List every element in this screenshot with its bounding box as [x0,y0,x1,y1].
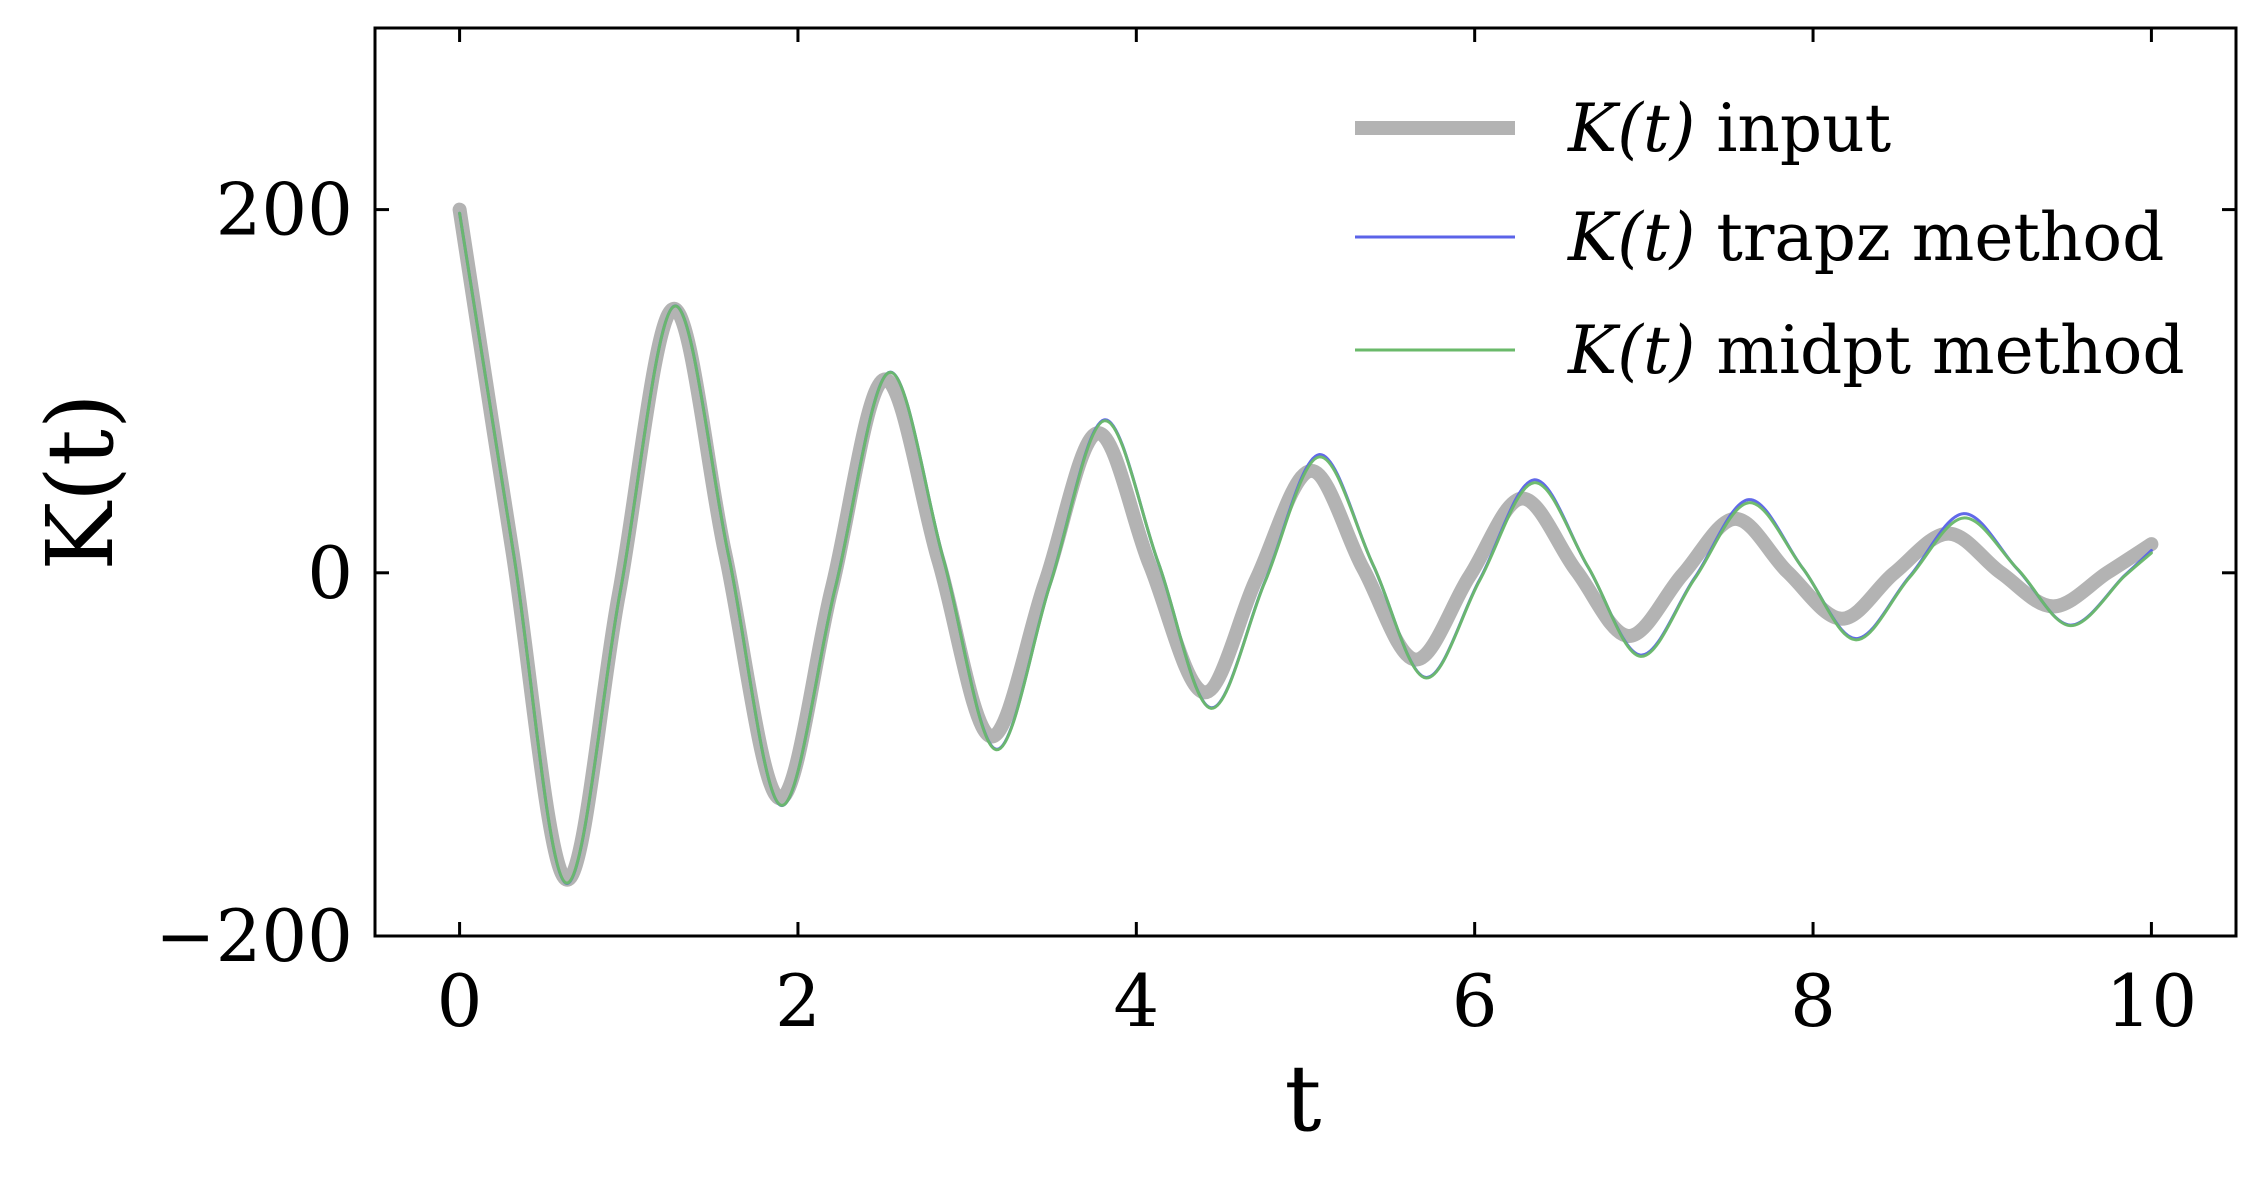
legend: K(t) input K(t) trapz method K(t) midpt … [1355,90,2185,389]
legend-text-input: input [1716,90,1891,167]
legend-label-trapz: K(t) trapz method [1567,199,2164,276]
x-tick-label: 4 [1113,959,1159,1043]
legend-math-midpt: K(t) [1567,312,1695,389]
legend-label-input: K(t) input [1567,90,1891,167]
series-layer [452,202,2159,887]
legend-text-trapz: trapz method [1716,199,2164,276]
x-axis-label: t [1285,1045,1322,1152]
y-axis-label: K(t) [27,393,134,571]
series-line-2 [458,211,2153,885]
x-tick-label: 6 [1452,959,1498,1043]
y-tick-label: 200 [216,168,353,252]
x-tick-label: 2 [775,959,821,1043]
plot-area: 0 2 4 6 8 10 −200 0 200 [155,26,2238,1043]
tick-layer: 0 2 4 6 8 10 −200 0 200 [155,28,2236,1043]
y-tick-label: 0 [307,531,353,615]
legend-math-input: K(t) [1567,90,1695,167]
legend-text-midpt: midpt method [1716,312,2184,389]
axes-frame [373,26,2238,938]
x-tick-label: 8 [1790,959,1836,1043]
series-line-0 [452,202,2159,887]
legend-math-trapz: K(t) [1567,199,1695,276]
legend-label-midpt: K(t) midpt method [1567,312,2185,389]
y-tick-label: −200 [155,894,353,978]
x-tick-label: 0 [437,959,483,1043]
x-tick-label: 10 [2106,959,2198,1043]
